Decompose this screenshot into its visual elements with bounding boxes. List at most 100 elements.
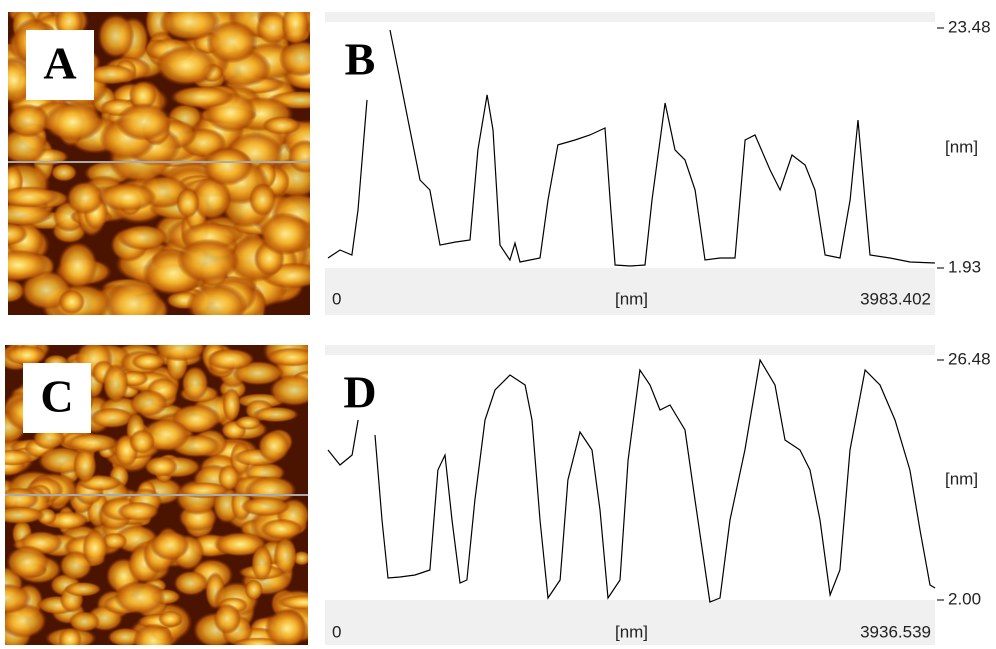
image-blob	[273, 536, 298, 576]
image-blob	[46, 510, 89, 530]
image-blob	[85, 64, 136, 85]
image-blob	[244, 579, 263, 601]
image-blob	[206, 348, 255, 371]
image-blob	[115, 102, 173, 141]
image-blob	[213, 531, 268, 557]
image-blob	[277, 594, 308, 610]
image-blob	[240, 496, 291, 517]
image-blob	[150, 530, 190, 561]
image-blob	[68, 611, 101, 633]
image-blob	[181, 365, 209, 401]
image-blob	[64, 581, 102, 597]
image-blob	[186, 283, 248, 315]
x-axis-label: [nm]	[615, 622, 648, 641]
image-blob	[114, 580, 166, 615]
image-blob	[176, 238, 240, 283]
image-blob	[8, 202, 53, 227]
image-blob	[5, 545, 50, 580]
image-blob	[58, 627, 82, 645]
image-blob	[57, 241, 98, 290]
image-blob	[97, 13, 135, 59]
panel-label-box	[26, 30, 94, 100]
x-tick-label: 3983.402	[860, 289, 931, 308]
y-tick-label: 1.93	[948, 257, 981, 276]
image-blob	[129, 429, 155, 455]
image-blob	[191, 176, 232, 221]
image-blob	[173, 570, 209, 596]
image-blob	[262, 116, 301, 135]
image-blob	[129, 389, 168, 417]
image-blob	[82, 529, 108, 567]
image-blob	[202, 146, 253, 186]
image-blob	[269, 374, 308, 407]
image-blob	[251, 544, 273, 582]
image-blob	[278, 40, 310, 77]
image-blob	[8, 127, 48, 165]
panel-label-box	[23, 363, 91, 433]
image-blob	[281, 12, 310, 46]
x-axis-label: [nm]	[615, 289, 648, 308]
image-blob	[66, 181, 104, 215]
image-blob	[132, 623, 174, 645]
image-blob	[179, 481, 230, 499]
x-tick-label: 0	[332, 622, 341, 641]
x-tick-label: 3936.539	[860, 622, 931, 641]
image-blob	[222, 387, 241, 422]
panel-label: A	[43, 38, 76, 89]
image-blob	[97, 182, 157, 212]
plot-area	[325, 22, 935, 268]
image-blob	[5, 449, 34, 466]
image-blob	[116, 501, 160, 521]
x-tick-label: 0	[332, 289, 341, 308]
image-blob	[255, 12, 290, 45]
y-axis-label: [nm]	[945, 137, 978, 156]
image-blob	[217, 464, 240, 492]
image-blob	[176, 187, 200, 219]
y-tick-label: 23.48	[948, 17, 991, 36]
image-blob	[102, 363, 129, 404]
image-blob	[8, 103, 50, 138]
image-blob	[5, 506, 46, 525]
image-blob	[8, 222, 28, 246]
image-blob	[205, 20, 258, 64]
image-blob	[155, 45, 217, 86]
y-tick-label: 26.48	[948, 349, 991, 368]
image-blob	[131, 352, 167, 371]
panel-label: D	[343, 367, 376, 418]
afm-image	[5, 345, 308, 645]
image-blob	[249, 183, 277, 217]
image-blob	[43, 102, 104, 142]
image-blob	[153, 345, 207, 362]
image-blob	[8, 186, 60, 208]
image-blob	[101, 532, 128, 550]
image-blob	[5, 345, 48, 366]
image-blob	[234, 415, 262, 431]
image-blob	[50, 163, 78, 182]
image-blob	[8, 278, 26, 304]
image-blob	[257, 430, 290, 463]
image-blob	[117, 224, 169, 251]
image-blob	[128, 80, 158, 111]
image-blob	[89, 407, 135, 429]
image-blob	[259, 212, 310, 256]
image-blob	[159, 12, 221, 41]
image-blob	[8, 249, 50, 281]
image-blob	[260, 518, 303, 540]
image-blob	[213, 603, 242, 635]
image-blob	[5, 583, 32, 614]
y-tick-label: 2.00	[948, 589, 981, 608]
image-blob	[252, 406, 300, 423]
image-blob	[158, 610, 183, 628]
image-blob	[58, 289, 85, 315]
image-blob	[65, 433, 120, 453]
image-blob	[104, 280, 164, 315]
image-blob	[73, 448, 97, 484]
image-blob	[264, 609, 308, 645]
image-blob	[266, 347, 308, 367]
image-blob	[59, 550, 93, 581]
panel-label: B	[345, 34, 376, 85]
y-axis-label: [nm]	[945, 469, 978, 488]
image-blob	[5, 487, 40, 511]
